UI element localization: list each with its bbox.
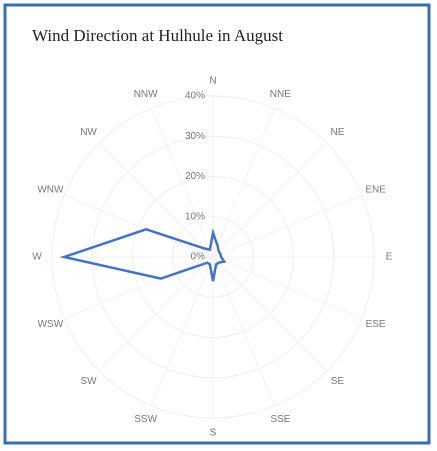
category-label: NNE	[270, 89, 291, 100]
grid-circle	[51, 95, 375, 419]
category-label: S	[210, 428, 217, 439]
category-label: SE	[331, 376, 345, 387]
category-label: N	[209, 76, 216, 87]
r-tick-label: 10%	[185, 211, 205, 222]
chart-frame	[3, 3, 431, 445]
grid-circle	[132, 176, 294, 338]
category-label: W	[32, 252, 42, 263]
data-line	[59, 227, 227, 282]
category-label: SW	[80, 376, 97, 387]
category-label: WSW	[38, 319, 64, 330]
category-label: SSE	[270, 414, 290, 425]
r-tick-label: 30%	[185, 131, 205, 142]
category-label: SSW	[134, 414, 157, 425]
category-label: ENE	[365, 184, 386, 195]
category-label: ESE	[366, 319, 386, 330]
category-label: NW	[80, 127, 97, 138]
grid-circle	[91, 135, 335, 379]
category-label: NNW	[134, 89, 158, 100]
r-tick-label: 20%	[185, 171, 205, 182]
category-label: WNW	[37, 184, 64, 195]
category-label: E	[386, 252, 393, 263]
chart-title: Wind Direction at Hulhule in August	[32, 26, 283, 45]
category-label: NE	[330, 127, 344, 138]
r-tick-label: 40%	[185, 91, 205, 102]
r-tick-label: 0%	[191, 252, 206, 263]
grid-circle	[172, 216, 254, 298]
